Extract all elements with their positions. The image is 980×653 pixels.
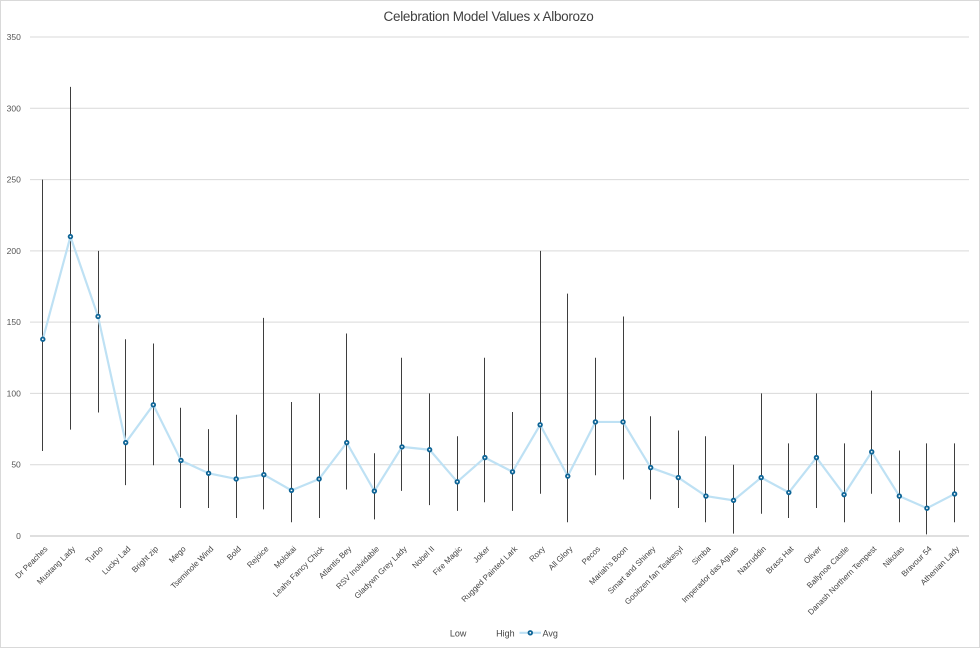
svg-text:0: 0 <box>16 531 21 541</box>
svg-text:Low: Low <box>450 628 467 638</box>
svg-text:100: 100 <box>7 388 21 398</box>
svg-text:Avg: Avg <box>543 628 558 638</box>
svg-text:Celebration Model Values x Alb: Celebration Model Values x Alborozo <box>384 9 594 24</box>
svg-text:250: 250 <box>7 175 21 185</box>
svg-text:50: 50 <box>11 460 21 470</box>
svg-text:High: High <box>496 628 515 638</box>
svg-text:300: 300 <box>7 103 21 113</box>
svg-text:150: 150 <box>7 317 21 327</box>
svg-text:350: 350 <box>7 32 21 42</box>
svg-text:200: 200 <box>7 246 21 256</box>
